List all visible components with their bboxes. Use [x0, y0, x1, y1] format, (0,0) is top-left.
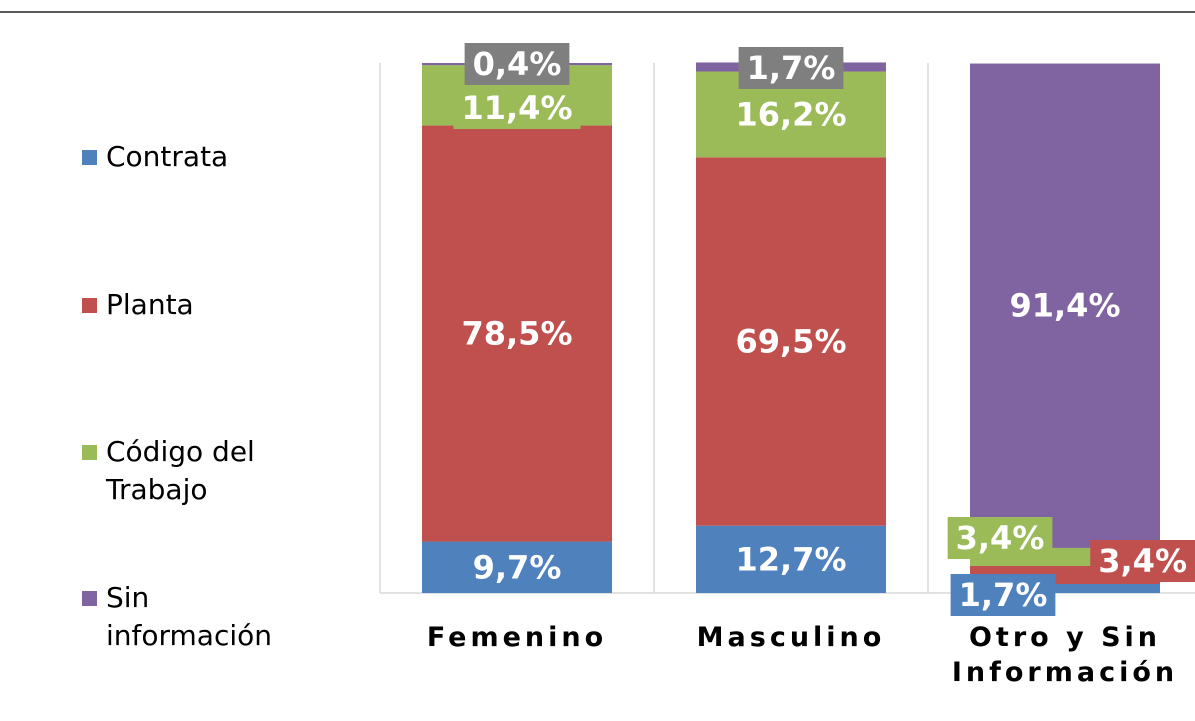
- data-label: 69,5%: [735, 323, 846, 361]
- data-label-box: [950, 574, 1056, 616]
- data-label-box: [1090, 540, 1195, 582]
- bar-segment: [422, 541, 612, 593]
- bar-segment: [970, 63, 1160, 548]
- data-label: 3,4%: [1090, 540, 1195, 582]
- x-tick-label: Otro y Sin Información: [951, 622, 1179, 688]
- data-label-text: 9,7%: [473, 548, 562, 586]
- bar-segment: [422, 125, 612, 542]
- data-label-text: 1,7%: [959, 576, 1048, 614]
- legend-swatch: [82, 150, 97, 165]
- legend-label: Código del Trabajo: [106, 435, 255, 506]
- data-label: 16,2%: [735, 95, 846, 133]
- data-label: 1,7%: [950, 574, 1056, 616]
- data-label-text: 16,2%: [735, 95, 846, 133]
- legend-swatch: [82, 445, 97, 460]
- data-label-text: 78,5%: [461, 315, 572, 353]
- data-label-text: 91,4%: [1009, 287, 1120, 325]
- bar-segment: [696, 157, 886, 526]
- bar-segment: [970, 583, 1160, 593]
- data-label: 12,7%: [735, 540, 846, 578]
- data-label-text: 3,4%: [1098, 542, 1187, 580]
- data-label-box: [947, 517, 1053, 559]
- x-tick-label: Masculino: [696, 622, 886, 653]
- data-label: 91,4%: [1009, 287, 1120, 325]
- data-label: 11,4%: [453, 87, 581, 129]
- bar-segment: [696, 525, 886, 593]
- x-tick-label: Femenino: [426, 622, 608, 653]
- data-label-text: 0,4%: [473, 45, 562, 83]
- legend-label: Sin información: [106, 581, 273, 652]
- data-label-text: 12,7%: [735, 540, 846, 578]
- data-label-box: [464, 43, 570, 85]
- data-label: 1,7%: [738, 47, 844, 89]
- data-label: 78,5%: [461, 315, 572, 353]
- data-label: 0,4%: [464, 43, 570, 85]
- data-label-box: [738, 47, 844, 89]
- data-label-text: 1,7%: [747, 49, 836, 87]
- legend-label: Contrata: [106, 140, 229, 173]
- data-label-box: [453, 87, 581, 129]
- legend-label: Planta: [106, 288, 194, 321]
- data-label: 3,4%: [947, 517, 1053, 559]
- legend-swatch: [82, 591, 97, 606]
- data-label-text: 3,4%: [956, 519, 1045, 557]
- legend-swatch: [82, 298, 97, 313]
- data-label-text: 69,5%: [735, 323, 846, 361]
- data-label: 9,7%: [473, 548, 562, 586]
- data-label-text: 11,4%: [461, 89, 572, 127]
